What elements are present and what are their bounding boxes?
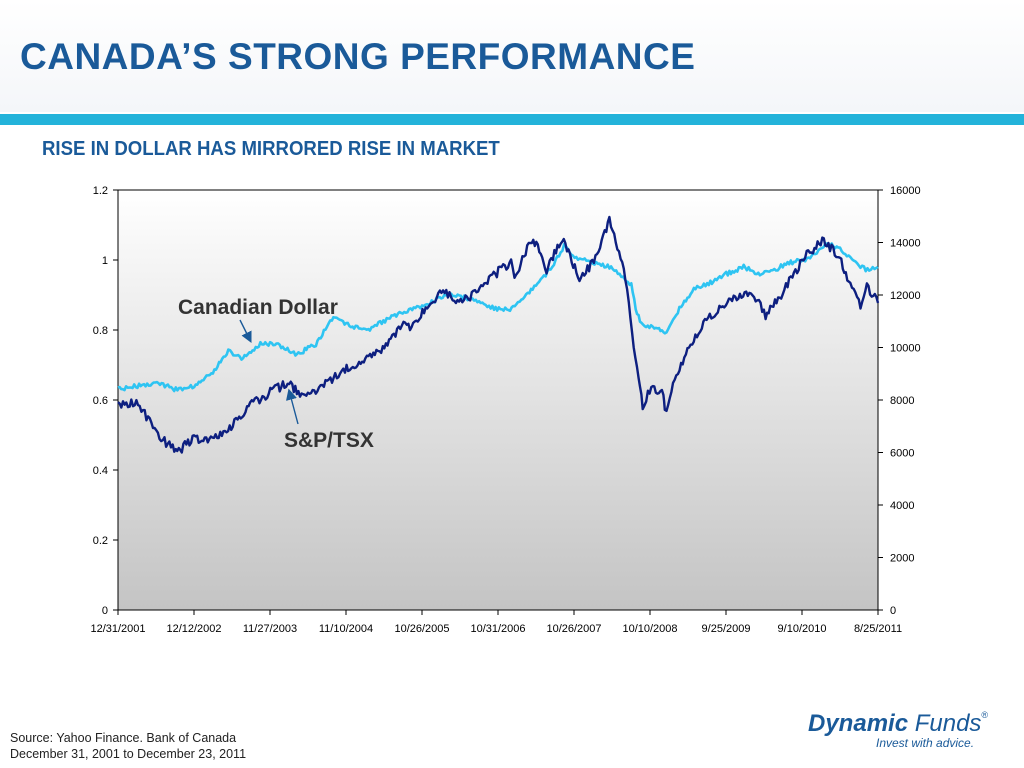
source-line-1: Source: Yahoo Finance. Bank of Canada [10, 731, 237, 745]
y-left-tick-label: 0.4 [93, 465, 108, 477]
y-right-tick-label: 2000 [890, 553, 914, 565]
header-band [0, 0, 1024, 112]
y-right-tick-label: 4000 [890, 500, 914, 512]
source-line-2: December 31, 2001 to December 23, 2011 [10, 747, 247, 761]
title-divider [0, 114, 1024, 125]
y-right-tick-label: 6000 [890, 448, 914, 460]
logo-word-2: Funds [914, 710, 982, 737]
x-tick-label: 11/27/2003 [243, 623, 297, 635]
x-tick-label: 11/10/2004 [319, 623, 373, 635]
annotation-canadian-dollar: Canadian Dollar [178, 296, 338, 319]
annotations: Canadian Dollar S&P/TSX [178, 296, 374, 452]
series-line-sp-tsx [117, 215, 880, 454]
series-layer [117, 215, 880, 454]
x-tick-label: 8/25/2011 [854, 623, 902, 635]
y-right-tick-label: 12000 [890, 290, 921, 302]
dynamic-funds-logo: Dynamic Funds® Invest with advice. [808, 710, 1008, 750]
y-left-tick-label: 0.8 [93, 325, 108, 337]
y-right-tick-label: 0 [890, 605, 896, 617]
page-title: CANADA’S STRONG PERFORMANCE [20, 36, 696, 77]
series-line-canadian-dollar [117, 242, 879, 393]
y-right-tick-label: 14000 [890, 238, 921, 250]
y-left-tick-label: 0.2 [93, 535, 108, 547]
source-note: Source: Yahoo Finance. Bank of Canada De… [10, 730, 246, 762]
chart-subtitle: RISE IN DOLLAR HAS MIRRORED RISE IN MARK… [42, 138, 500, 160]
x-tick-label: 10/26/2005 [394, 623, 449, 635]
annotation-sp-tsx: S&P/TSX [284, 429, 374, 452]
plot-area [117, 189, 879, 611]
y-left-tick-label: 1.2 [93, 185, 108, 197]
annotation-arrow-sp-tsx [286, 388, 299, 425]
y-left-tick-label: 0 [102, 605, 108, 617]
x-tick-label: 10/31/2006 [470, 623, 525, 635]
x-tick-label: 12/31/2001 [90, 623, 145, 635]
logo-word-1: Dynamic [808, 710, 909, 737]
y-left-tick-label: 1 [102, 255, 108, 267]
annotation-arrow-canadian-dollar [239, 319, 252, 344]
y-right-tick-label: 16000 [890, 185, 921, 197]
x-tick-label: 10/10/2008 [622, 623, 677, 635]
x-tick-label: 12/12/2002 [166, 623, 221, 635]
x-tick-label: 9/10/2010 [778, 623, 827, 635]
x-tick-label: 10/26/2007 [546, 623, 601, 635]
logo-registered-mark: ® [981, 710, 989, 720]
y-left-tick-label: 0.6 [93, 395, 108, 407]
x-tick-label: 9/25/2009 [702, 623, 751, 635]
logo-wordmark: Dynamic Funds® [808, 710, 1008, 738]
y-right-tick-label: 8000 [890, 395, 914, 407]
logo-tagline: Invest with advice. [876, 736, 975, 750]
axes: 0 0.2 0.4 0.6 0.8 1 1.2 0 2000 4000 6000 8000 10000 1… [90, 185, 920, 635]
y-right-tick-label: 10000 [890, 343, 921, 355]
chart: 0 0.2 0.4 0.6 0.8 1 1.2 0 2000 4000 6000 8000 10000 1… [90, 185, 920, 635]
